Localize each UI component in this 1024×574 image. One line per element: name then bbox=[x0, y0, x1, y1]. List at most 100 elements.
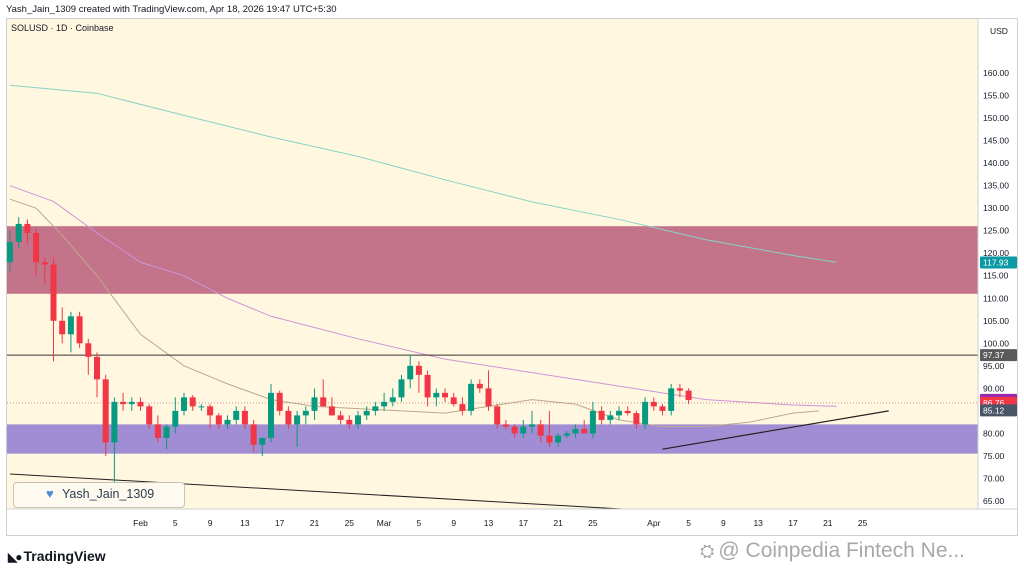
y-tick-label: 130.00 bbox=[983, 203, 1009, 213]
candle-body bbox=[607, 415, 614, 420]
y-tick-label: 150.00 bbox=[983, 113, 1009, 123]
candle-body bbox=[598, 410, 605, 420]
candle-body bbox=[320, 397, 327, 407]
candle-body bbox=[233, 410, 240, 420]
x-tick-label: 17 bbox=[519, 518, 529, 528]
candle-body bbox=[450, 397, 457, 405]
candle-body bbox=[537, 424, 544, 436]
candle-body bbox=[424, 374, 431, 398]
price-chart[interactable]: 60.0065.0070.0075.0080.0085.0090.0095.00… bbox=[7, 19, 1018, 536]
ma-fast-line bbox=[9, 198, 820, 428]
author-watermark-text: Yash_Jain_1309 bbox=[62, 487, 155, 501]
price-label-text: 85.12 bbox=[983, 405, 1005, 415]
candle-body bbox=[154, 424, 161, 438]
x-tick-label: 13 bbox=[484, 518, 494, 528]
candle-body bbox=[363, 410, 370, 416]
candle-body bbox=[259, 437, 266, 445]
candle-body bbox=[685, 390, 692, 401]
candle-body bbox=[415, 365, 422, 375]
candle-body bbox=[633, 413, 640, 425]
candle-body bbox=[659, 406, 666, 411]
candle-body bbox=[285, 410, 292, 425]
currency-label[interactable]: USD bbox=[990, 26, 1008, 36]
coinpedia-watermark-text: @ Coinpedia Fintech Ne... bbox=[718, 539, 966, 562]
y-tick-label: 155.00 bbox=[983, 91, 1009, 101]
candle-body bbox=[546, 435, 553, 443]
candle-body bbox=[59, 320, 66, 335]
candle-body bbox=[250, 424, 257, 445]
price-label-text: 117.93 bbox=[983, 258, 1009, 268]
candle-body bbox=[581, 428, 588, 434]
candle-body bbox=[189, 397, 196, 407]
candle-body bbox=[224, 419, 231, 425]
candle-body bbox=[676, 388, 683, 391]
x-tick-label: 5 bbox=[686, 518, 691, 528]
candle-body bbox=[94, 356, 100, 380]
candle-body bbox=[41, 262, 48, 265]
x-tick-label: 25 bbox=[588, 518, 598, 528]
candle-body bbox=[476, 383, 483, 389]
candle-body bbox=[407, 365, 414, 380]
price-label-text: 86.76 bbox=[983, 398, 1005, 408]
candle-body bbox=[494, 406, 501, 425]
x-tick-label: 21 bbox=[823, 518, 833, 528]
y-tick-label: 140.00 bbox=[983, 158, 1009, 168]
candle-body bbox=[346, 419, 353, 425]
x-tick-label: 9 bbox=[451, 518, 456, 528]
y-tick-label: 80.00 bbox=[983, 428, 1005, 438]
candle-body bbox=[268, 392, 274, 438]
support-zone bbox=[7, 424, 978, 454]
candle-body bbox=[85, 343, 92, 357]
x-tick-label: Feb bbox=[133, 518, 148, 528]
candle-body bbox=[642, 401, 649, 425]
candle-body bbox=[555, 435, 562, 443]
x-tick-label: 21 bbox=[553, 518, 563, 528]
x-tick-label: 5 bbox=[173, 518, 178, 528]
candle-body bbox=[207, 406, 214, 416]
tradingview-logo-text: TradingView bbox=[23, 548, 106, 564]
x-tick-label: Apr bbox=[647, 518, 660, 528]
candle-body bbox=[381, 401, 388, 407]
candle-body bbox=[302, 410, 309, 416]
coinpedia-watermark: ⛭ @ Coinpedia Fintech Ne... bbox=[700, 539, 965, 563]
price-label-tag bbox=[980, 404, 1017, 417]
chart-area[interactable]: 60.0065.0070.0075.0080.0085.0090.0095.00… bbox=[6, 18, 1018, 536]
candle-body bbox=[146, 406, 153, 425]
x-tick-label: 17 bbox=[788, 518, 798, 528]
y-tick-label: 160.00 bbox=[983, 68, 1009, 78]
candle-body bbox=[102, 379, 109, 443]
price-label-text: 97.37 bbox=[983, 350, 1005, 360]
x-tick-label: 17 bbox=[275, 518, 285, 528]
y-tick-label: 95.00 bbox=[983, 361, 1005, 371]
y-tick-label: 110.00 bbox=[983, 293, 1009, 303]
symbol-label[interactable]: SOLUSD · 1D · Coinbase bbox=[11, 23, 114, 33]
candle-body bbox=[624, 410, 631, 414]
candle-body bbox=[7, 241, 13, 263]
candle-body bbox=[502, 424, 509, 427]
candle-body bbox=[33, 232, 40, 263]
candle-body bbox=[563, 433, 570, 436]
candle-body bbox=[398, 379, 405, 398]
candle-body bbox=[511, 426, 518, 434]
candle-body bbox=[668, 388, 675, 411]
candle-body bbox=[198, 406, 205, 408]
tradingview-logo[interactable]: ◣● TradingView bbox=[8, 548, 106, 564]
candle-body bbox=[328, 406, 335, 416]
candle-body bbox=[433, 392, 440, 398]
candle-body bbox=[294, 415, 301, 425]
x-tick-label: 13 bbox=[753, 518, 763, 528]
x-tick-label: 25 bbox=[345, 518, 355, 528]
candle-body bbox=[137, 401, 144, 407]
candle-body bbox=[311, 397, 318, 411]
y-tick-label: 120.00 bbox=[983, 248, 1009, 258]
candle-body bbox=[355, 415, 361, 425]
candle-body bbox=[468, 383, 475, 411]
y-tick-label: 145.00 bbox=[983, 136, 1009, 146]
chart-footer bbox=[0, 536, 1024, 574]
candle-body bbox=[24, 223, 31, 233]
candle-body bbox=[128, 401, 135, 405]
candle-body bbox=[520, 426, 527, 434]
time-axis-background bbox=[7, 509, 1017, 535]
candle-body bbox=[172, 410, 179, 427]
y-tick-label: 115.00 bbox=[983, 271, 1009, 281]
